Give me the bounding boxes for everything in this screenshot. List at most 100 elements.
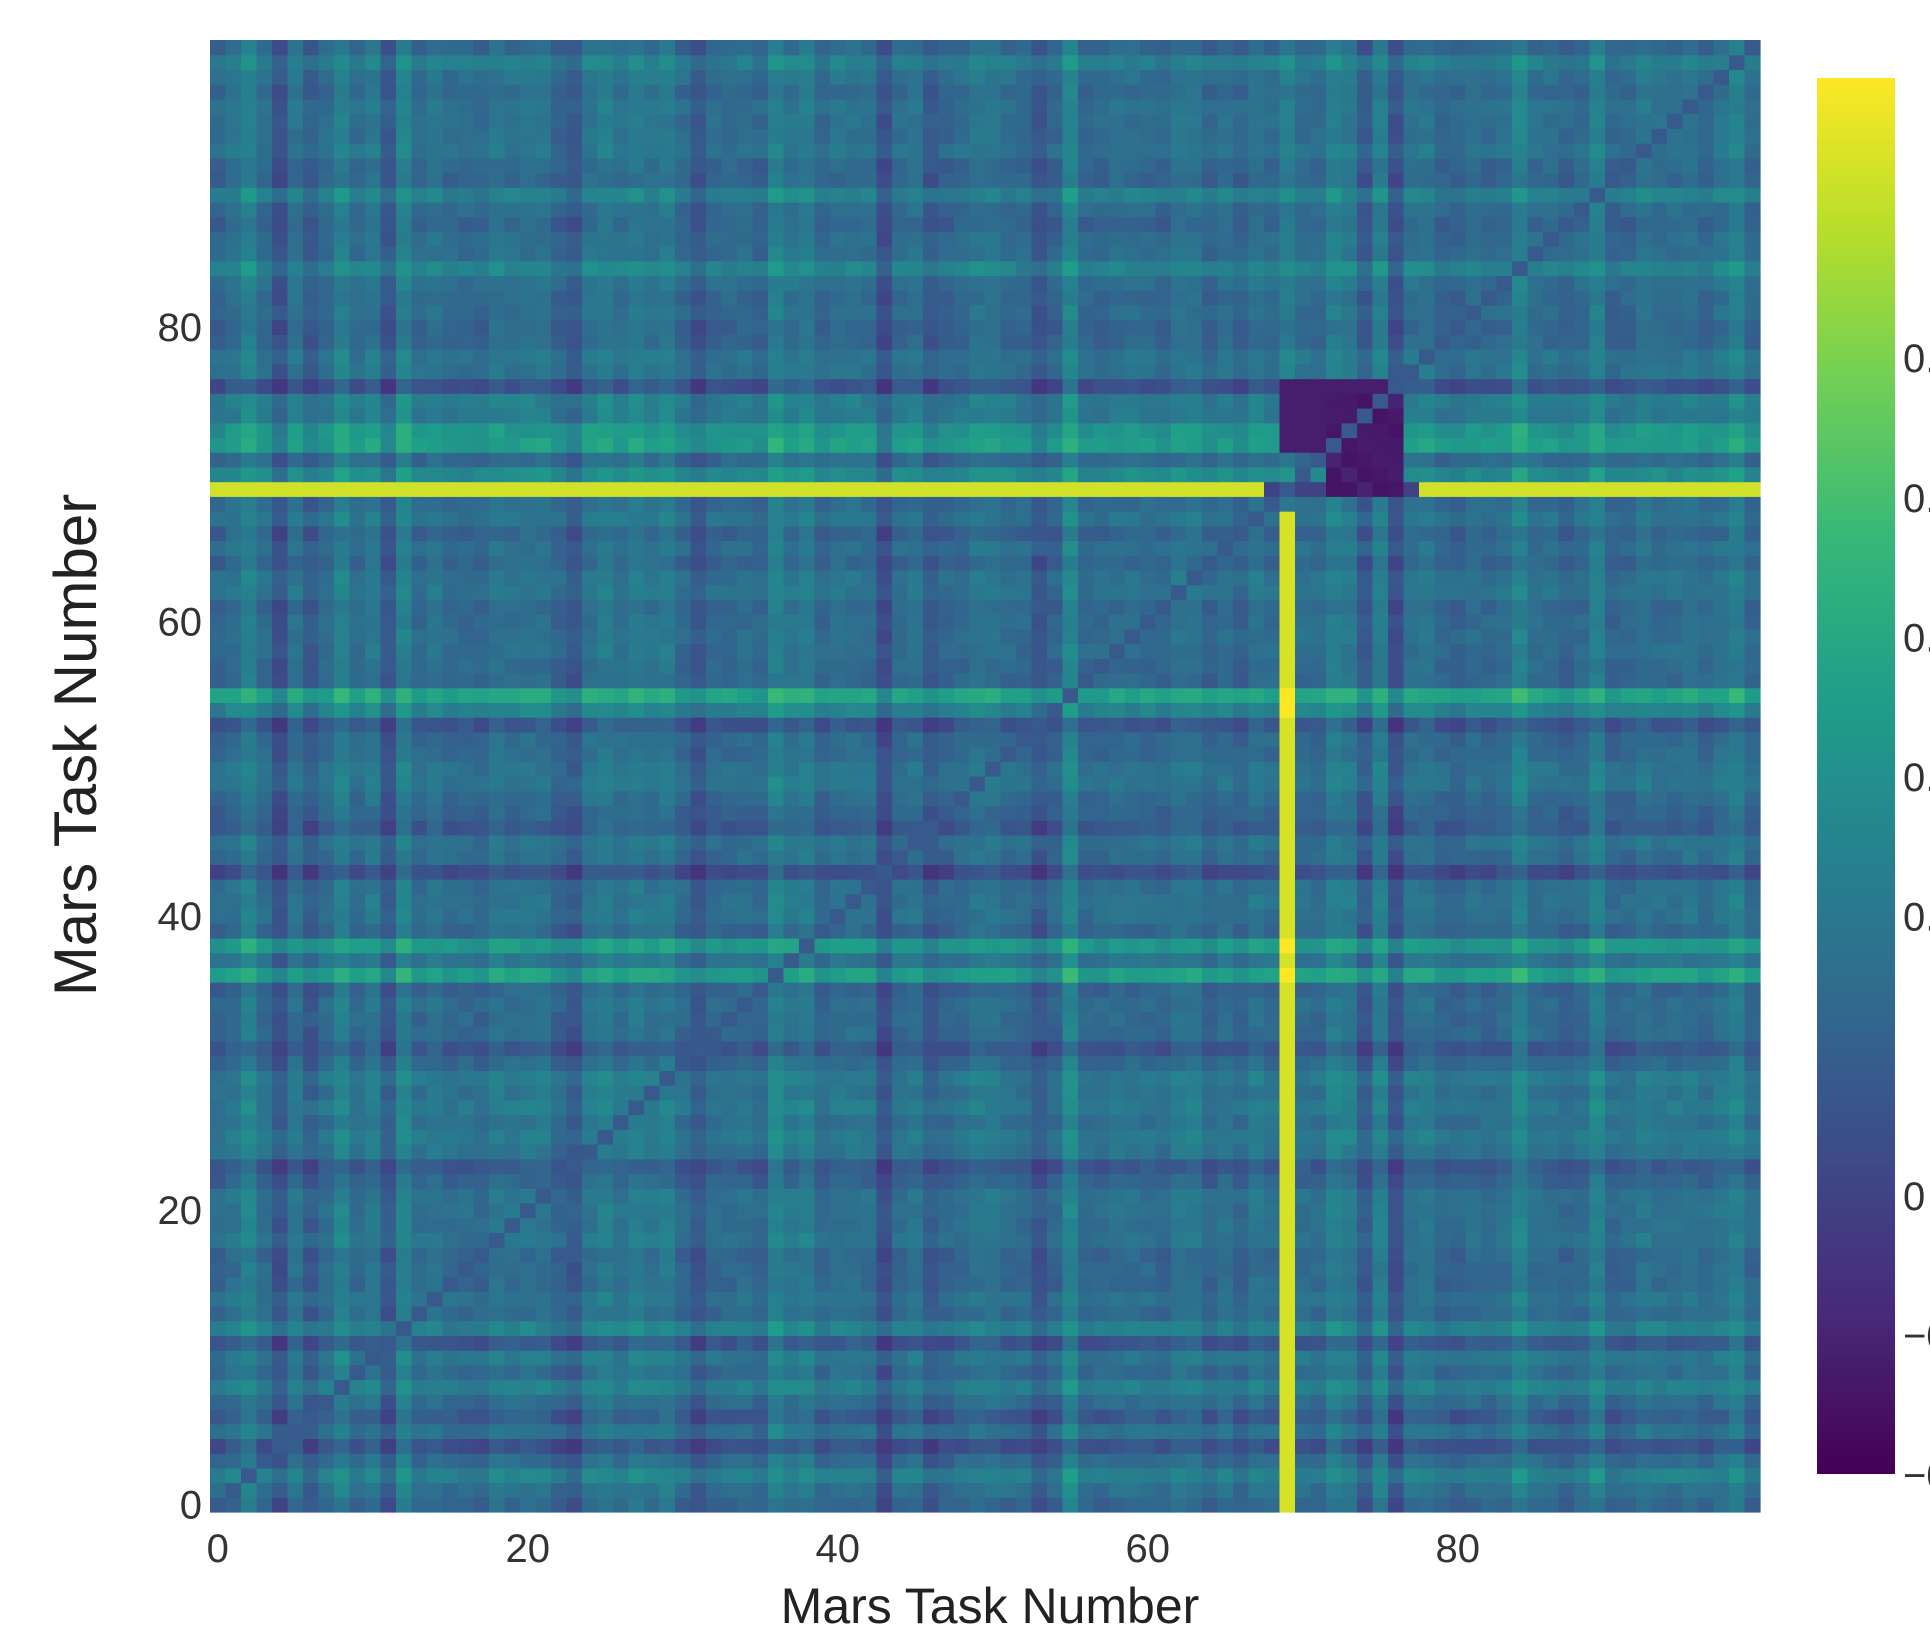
heatmap-cell [628,1114,645,1130]
heatmap-cell [1574,1099,1591,1116]
heatmap-cell [1000,1320,1017,1336]
heatmap-cell [1682,1247,1699,1263]
heatmap-cell [1155,1247,1172,1263]
heatmap-cell [458,1423,475,1439]
heatmap-cell [287,923,304,939]
heatmap-cell [954,834,971,851]
heatmap-cell [1171,849,1188,865]
heatmap-cell [1264,864,1281,880]
heatmap-cell [1171,1011,1188,1027]
heatmap-cell [365,1217,382,1233]
heatmap-cell [1202,1040,1219,1057]
heatmap-cell [272,952,289,968]
heatmap-cell [1527,1453,1544,1469]
heatmap-cell [923,1040,940,1057]
heatmap-cell [1729,1114,1746,1130]
heatmap-cell [1744,1232,1761,1248]
heatmap-cell [1124,1144,1141,1160]
heatmap-cell [458,1453,475,1469]
heatmap-cell [938,1158,955,1175]
heatmap-cell [349,849,366,865]
heatmap-cell [1155,1158,1172,1175]
heatmap-cell [1310,1408,1327,1425]
heatmap-cell [1527,1438,1544,1454]
heatmap-cell [473,937,490,954]
heatmap-cell [752,1482,769,1498]
heatmap-cell [349,1423,366,1439]
heatmap-cell [551,952,568,968]
heatmap-cell [706,849,723,865]
heatmap-cell [318,1261,335,1278]
heatmap-cell [1605,1335,1622,1351]
heatmap-cell [861,1055,878,1071]
heatmap-cell [272,1188,289,1204]
heatmap-cell [597,1055,614,1071]
heatmap-cell [1496,1040,1513,1057]
heatmap-cell [349,908,366,924]
heatmap-cell [752,1144,769,1160]
heatmap-cell [1093,1394,1110,1410]
heatmap-cell [241,1011,258,1027]
heatmap-cell [582,1261,599,1278]
heatmap-cell [1062,1276,1079,1292]
heatmap-cell [861,952,878,968]
heatmap-cell [861,1232,878,1248]
heatmap-cell [1698,996,1715,1013]
heatmap-cell [1233,1011,1250,1027]
heatmap-cell [690,937,707,954]
heatmap-cell [814,908,831,924]
heatmap-cell [985,908,1002,924]
heatmap-cell [1124,776,1141,792]
heatmap-cell [907,776,924,792]
heatmap-cell [1155,1232,1172,1248]
heatmap-cell [1295,1423,1312,1439]
heatmap-cell [504,1099,521,1116]
heatmap-cell [1419,1040,1436,1057]
heatmap-cell [1016,1364,1033,1381]
heatmap-cell [1078,805,1095,821]
heatmap-cell [985,1276,1002,1292]
heatmap-cell [1450,1482,1467,1498]
heatmap-cell [1031,1114,1048,1130]
heatmap-cell [582,820,599,836]
heatmap-cell [706,1453,723,1469]
heatmap-cell [892,923,909,939]
heatmap-cell [1667,952,1684,968]
heatmap-cell [752,996,769,1013]
heatmap-cell [861,996,878,1013]
heatmap-cell [1403,1217,1420,1233]
heatmap-cell [241,1217,258,1233]
heatmap-cell [690,1453,707,1469]
heatmap-cell [1744,1055,1761,1071]
heatmap-cell [1372,952,1389,968]
heatmap-cell [690,1129,707,1145]
heatmap-cell [613,1173,630,1189]
heatmap-cell [1744,1394,1761,1410]
heatmap-cell [1403,908,1420,924]
heatmap-cell [1171,1158,1188,1175]
heatmap-cell [411,849,428,865]
heatmap-cell [241,1055,258,1071]
heatmap-cell [892,1291,909,1307]
heatmap-cell [1543,820,1560,836]
heatmap-cell [1744,1408,1761,1425]
heatmap-cell [1279,1394,1296,1410]
heatmap-cell [427,1379,444,1395]
heatmap-cell [1481,1379,1498,1395]
heatmap-cell [1620,849,1637,865]
heatmap-cell [225,1217,242,1233]
heatmap-cell [241,820,258,836]
heatmap-cell [659,849,676,865]
heatmap-cell [1388,849,1405,865]
heatmap-cell [225,1335,242,1351]
heatmap-cell [1109,1261,1126,1278]
heatmap-cell [985,1114,1002,1130]
heatmap-cell [737,893,754,910]
heatmap-cell [1589,1099,1606,1116]
heatmap-cell [1512,1011,1529,1027]
heatmap-cell [1496,1011,1513,1027]
heatmap-cell [1202,805,1219,821]
heatmap-cell [659,1305,676,1322]
heatmap-cell [504,1188,521,1204]
heatmap-cell [504,834,521,851]
